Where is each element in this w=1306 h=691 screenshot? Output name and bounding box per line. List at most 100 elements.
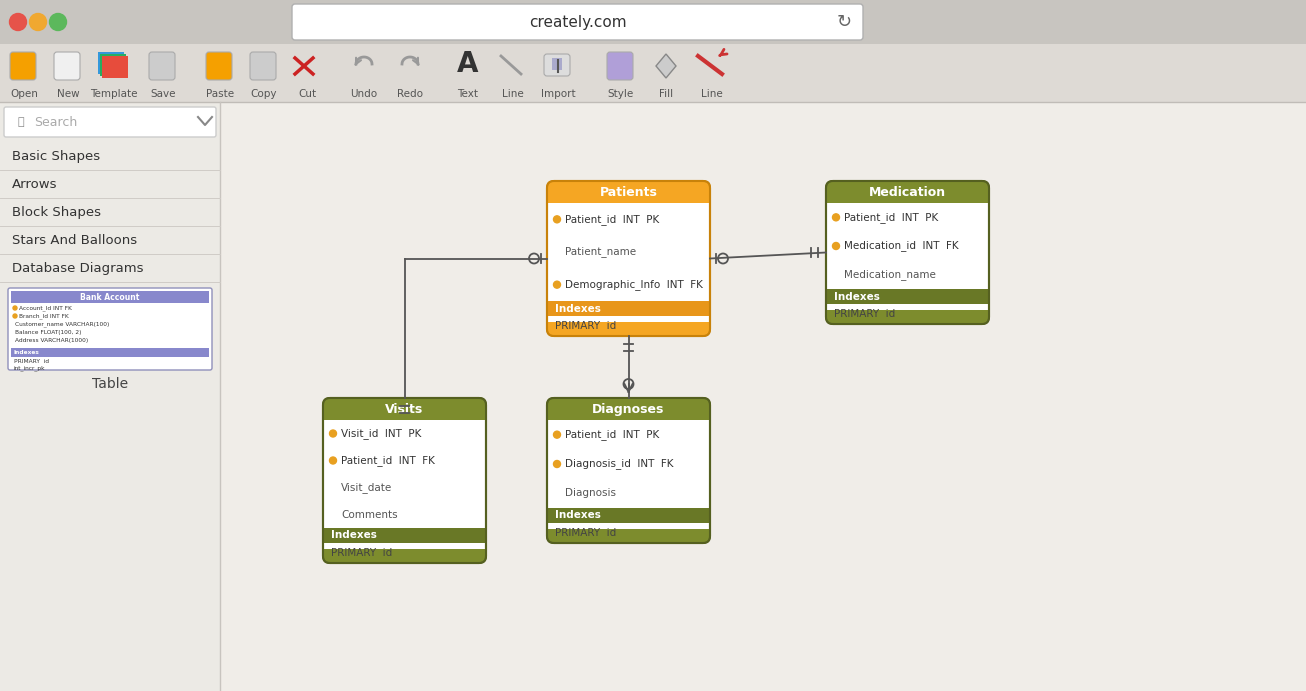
Circle shape xyxy=(13,314,17,318)
Text: Line: Line xyxy=(502,89,524,99)
Text: Patient_id  INT  PK: Patient_id INT PK xyxy=(565,429,660,440)
FancyBboxPatch shape xyxy=(101,54,125,76)
FancyBboxPatch shape xyxy=(323,549,486,563)
FancyBboxPatch shape xyxy=(102,56,128,78)
FancyBboxPatch shape xyxy=(54,52,80,80)
Text: Fill: Fill xyxy=(660,89,673,99)
Circle shape xyxy=(554,216,560,223)
Circle shape xyxy=(30,14,47,30)
FancyBboxPatch shape xyxy=(547,322,710,336)
Text: Cut: Cut xyxy=(298,89,316,99)
Text: Patient_name: Patient_name xyxy=(565,247,636,258)
Text: Save: Save xyxy=(150,89,176,99)
Circle shape xyxy=(329,457,337,464)
Text: Indexes: Indexes xyxy=(555,303,601,314)
Text: Import: Import xyxy=(541,89,576,99)
FancyBboxPatch shape xyxy=(0,0,1306,44)
Text: PRIMARY  id: PRIMARY id xyxy=(14,359,50,363)
Text: Paste: Paste xyxy=(206,89,234,99)
FancyBboxPatch shape xyxy=(547,398,710,420)
Circle shape xyxy=(9,14,26,30)
Text: PRIMARY  id: PRIMARY id xyxy=(555,321,616,331)
Text: Visit_date: Visit_date xyxy=(341,482,392,493)
Text: Basic Shapes: Basic Shapes xyxy=(12,149,101,162)
Text: Balance FLOAT(100, 2): Balance FLOAT(100, 2) xyxy=(14,330,81,334)
Text: Block Shapes: Block Shapes xyxy=(12,205,101,218)
FancyBboxPatch shape xyxy=(0,44,1306,102)
FancyBboxPatch shape xyxy=(4,107,215,137)
FancyBboxPatch shape xyxy=(98,52,124,74)
Text: 🔍: 🔍 xyxy=(18,117,25,127)
Text: creately.com: creately.com xyxy=(529,15,627,30)
Text: Bank Account: Bank Account xyxy=(80,292,140,301)
Text: Database Diagrams: Database Diagrams xyxy=(12,261,144,274)
Text: Template: Template xyxy=(90,89,137,99)
Text: Account_Id INT FK: Account_Id INT FK xyxy=(20,305,72,311)
Text: PRIMARY  id: PRIMARY id xyxy=(835,309,895,319)
Text: Arrows: Arrows xyxy=(12,178,57,191)
Text: Indexes: Indexes xyxy=(14,350,40,355)
FancyBboxPatch shape xyxy=(825,188,989,203)
FancyBboxPatch shape xyxy=(547,301,710,316)
FancyBboxPatch shape xyxy=(547,188,710,203)
Circle shape xyxy=(554,460,560,468)
Circle shape xyxy=(832,243,840,249)
Circle shape xyxy=(50,14,67,30)
FancyBboxPatch shape xyxy=(249,52,276,80)
Text: Style: Style xyxy=(607,89,635,99)
Text: Demographic_Info  INT  FK: Demographic_Info INT FK xyxy=(565,279,703,290)
Text: Indexes: Indexes xyxy=(330,531,377,540)
FancyBboxPatch shape xyxy=(206,52,232,80)
Text: Redo: Redo xyxy=(397,89,423,99)
FancyBboxPatch shape xyxy=(825,181,989,324)
Text: Diagnoses: Diagnoses xyxy=(593,402,665,415)
FancyBboxPatch shape xyxy=(293,4,863,40)
Text: Text: Text xyxy=(457,89,478,99)
FancyBboxPatch shape xyxy=(10,348,209,357)
Text: Diagnosis_id  INT  FK: Diagnosis_id INT FK xyxy=(565,459,674,469)
FancyBboxPatch shape xyxy=(219,102,1306,691)
Text: Visits: Visits xyxy=(385,402,423,415)
FancyBboxPatch shape xyxy=(323,398,486,420)
FancyBboxPatch shape xyxy=(323,528,486,543)
Circle shape xyxy=(554,281,560,288)
Text: A: A xyxy=(457,50,479,78)
Text: Comments: Comments xyxy=(341,509,397,520)
Circle shape xyxy=(13,306,17,310)
Polygon shape xyxy=(656,54,677,78)
FancyBboxPatch shape xyxy=(10,291,209,303)
FancyBboxPatch shape xyxy=(547,398,710,543)
Text: Diagnosis: Diagnosis xyxy=(565,489,616,498)
FancyBboxPatch shape xyxy=(323,398,486,563)
Text: Medication_name: Medication_name xyxy=(844,269,936,280)
Text: Medication_id  INT  FK: Medication_id INT FK xyxy=(844,240,959,252)
Text: Patient_id  INT  PK: Patient_id INT PK xyxy=(565,214,660,225)
Text: Undo: Undo xyxy=(350,89,377,99)
Text: Table: Table xyxy=(91,377,128,391)
Text: Stars And Balloons: Stars And Balloons xyxy=(12,234,137,247)
FancyBboxPatch shape xyxy=(825,310,989,324)
FancyBboxPatch shape xyxy=(323,549,486,556)
Text: ↻: ↻ xyxy=(836,13,852,31)
Text: Search: Search xyxy=(34,115,77,129)
Text: PRIMARY  id: PRIMARY id xyxy=(555,528,616,538)
Text: Visit_id  INT  PK: Visit_id INT PK xyxy=(341,428,422,439)
Text: PRIMARY  id: PRIMARY id xyxy=(330,548,392,558)
Text: New: New xyxy=(56,89,80,99)
Text: Indexes: Indexes xyxy=(555,511,601,520)
FancyBboxPatch shape xyxy=(825,181,989,203)
FancyBboxPatch shape xyxy=(547,529,710,536)
FancyBboxPatch shape xyxy=(825,289,989,304)
Text: Patients: Patients xyxy=(599,185,657,198)
FancyBboxPatch shape xyxy=(547,322,710,329)
FancyBboxPatch shape xyxy=(8,288,212,370)
FancyBboxPatch shape xyxy=(0,102,219,691)
FancyBboxPatch shape xyxy=(607,52,633,80)
Text: Line: Line xyxy=(701,89,724,99)
FancyBboxPatch shape xyxy=(552,58,562,70)
Text: Indexes: Indexes xyxy=(835,292,880,301)
Circle shape xyxy=(329,430,337,437)
Text: Open: Open xyxy=(10,89,38,99)
FancyBboxPatch shape xyxy=(149,52,175,80)
Text: Address VARCHAR(1000): Address VARCHAR(1000) xyxy=(14,337,89,343)
